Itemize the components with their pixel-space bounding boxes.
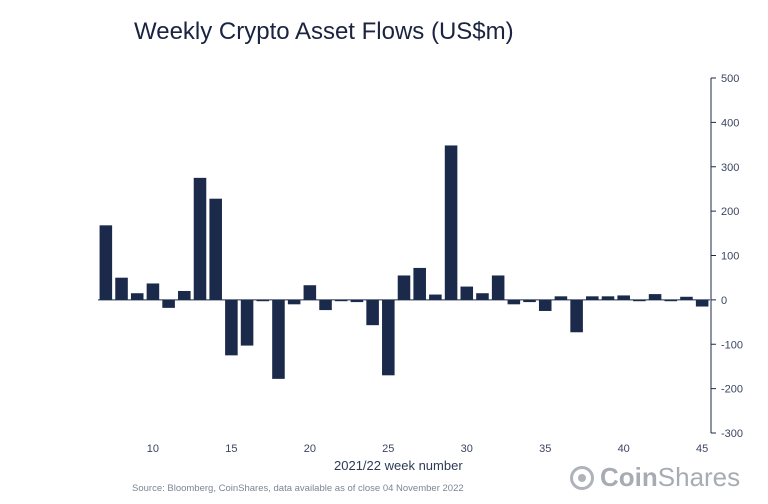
coinshares-logo: CoinShares — [570, 462, 740, 493]
source-note: Source: Bloomberg, CoinShares, data avai… — [132, 483, 464, 494]
y-tick-label: 500 — [721, 73, 739, 85]
bar-week-24 — [366, 299, 379, 326]
x-tick-label: 25 — [382, 443, 394, 455]
x-tick-label: 15 — [225, 443, 237, 455]
x-tick-label: 20 — [304, 443, 316, 455]
bar-week-44 — [680, 296, 693, 300]
bar-week-31 — [476, 293, 489, 300]
y-tick-label: -200 — [721, 384, 743, 396]
x-tick-label: 10 — [147, 443, 159, 455]
bar-week-32 — [491, 275, 505, 300]
x-axis-ticks: 10 15 20 25 30 35 40 45 — [147, 443, 708, 455]
y-tick-label: 200 — [721, 206, 739, 218]
y-tick-label: -100 — [721, 339, 743, 351]
bar-week-29 — [444, 145, 458, 300]
bar-week-26 — [397, 275, 411, 300]
bar-week-33 — [507, 299, 521, 305]
bar-week-23 — [350, 299, 364, 303]
bar-week-25 — [382, 299, 395, 376]
bar-week-41 — [633, 299, 646, 302]
bar-week-22 — [334, 299, 348, 302]
bar-week-38 — [586, 296, 599, 300]
bar-week-40 — [617, 295, 630, 300]
bar-week-14 — [209, 198, 222, 300]
bar-week-12 — [178, 291, 191, 300]
bar-week-27 — [413, 267, 426, 300]
y-tick-label: 0 — [721, 295, 727, 307]
bar-week-30 — [460, 286, 474, 300]
x-tick-label: 35 — [539, 443, 551, 455]
bar-week-7 — [99, 225, 113, 300]
bar-week-21 — [319, 299, 332, 311]
bar-week-42 — [648, 294, 662, 300]
y-tick-label: 100 — [721, 251, 739, 263]
chart-title: Weekly Crypto Asset Flows (US$m) — [134, 18, 514, 45]
x-tick-label: 30 — [461, 443, 473, 455]
y-tick-label: -300 — [721, 428, 743, 440]
x-tick-label: 40 — [618, 443, 630, 455]
bar-week-36 — [554, 296, 568, 300]
bar-week-37 — [570, 299, 583, 333]
x-axis-label: 2021/22 week number — [334, 458, 463, 473]
logo-text: CoinShares — [600, 462, 741, 492]
coinshares-logo-icon — [570, 465, 594, 490]
bar-week-17 — [256, 299, 270, 302]
bar-week-34 — [523, 299, 536, 303]
y-tick-label: 300 — [721, 162, 739, 174]
bar-week-13 — [193, 177, 207, 300]
bar-week-43 — [664, 299, 678, 302]
bar-week-39 — [601, 296, 615, 300]
bar-week-8 — [115, 277, 128, 300]
y-axis-ticks: 500 400 300 200 100 0 -100 -200 -300 — [711, 73, 743, 440]
bar-week-20 — [303, 285, 317, 300]
bar-week-35 — [538, 299, 552, 311]
bar-week-10 — [146, 283, 160, 300]
bar-week-45 — [695, 299, 709, 307]
bar-week-19 — [287, 299, 301, 305]
bars-group — [99, 145, 709, 379]
bar-week-15 — [225, 299, 238, 356]
bar-week-11 — [162, 299, 175, 308]
bar-week-18 — [272, 299, 285, 379]
bar-week-28 — [429, 294, 442, 300]
bar-week-9 — [130, 293, 144, 300]
y-tick-label: 400 — [721, 117, 739, 129]
x-tick-label: 45 — [696, 443, 708, 455]
bar-week-16 — [240, 299, 254, 346]
